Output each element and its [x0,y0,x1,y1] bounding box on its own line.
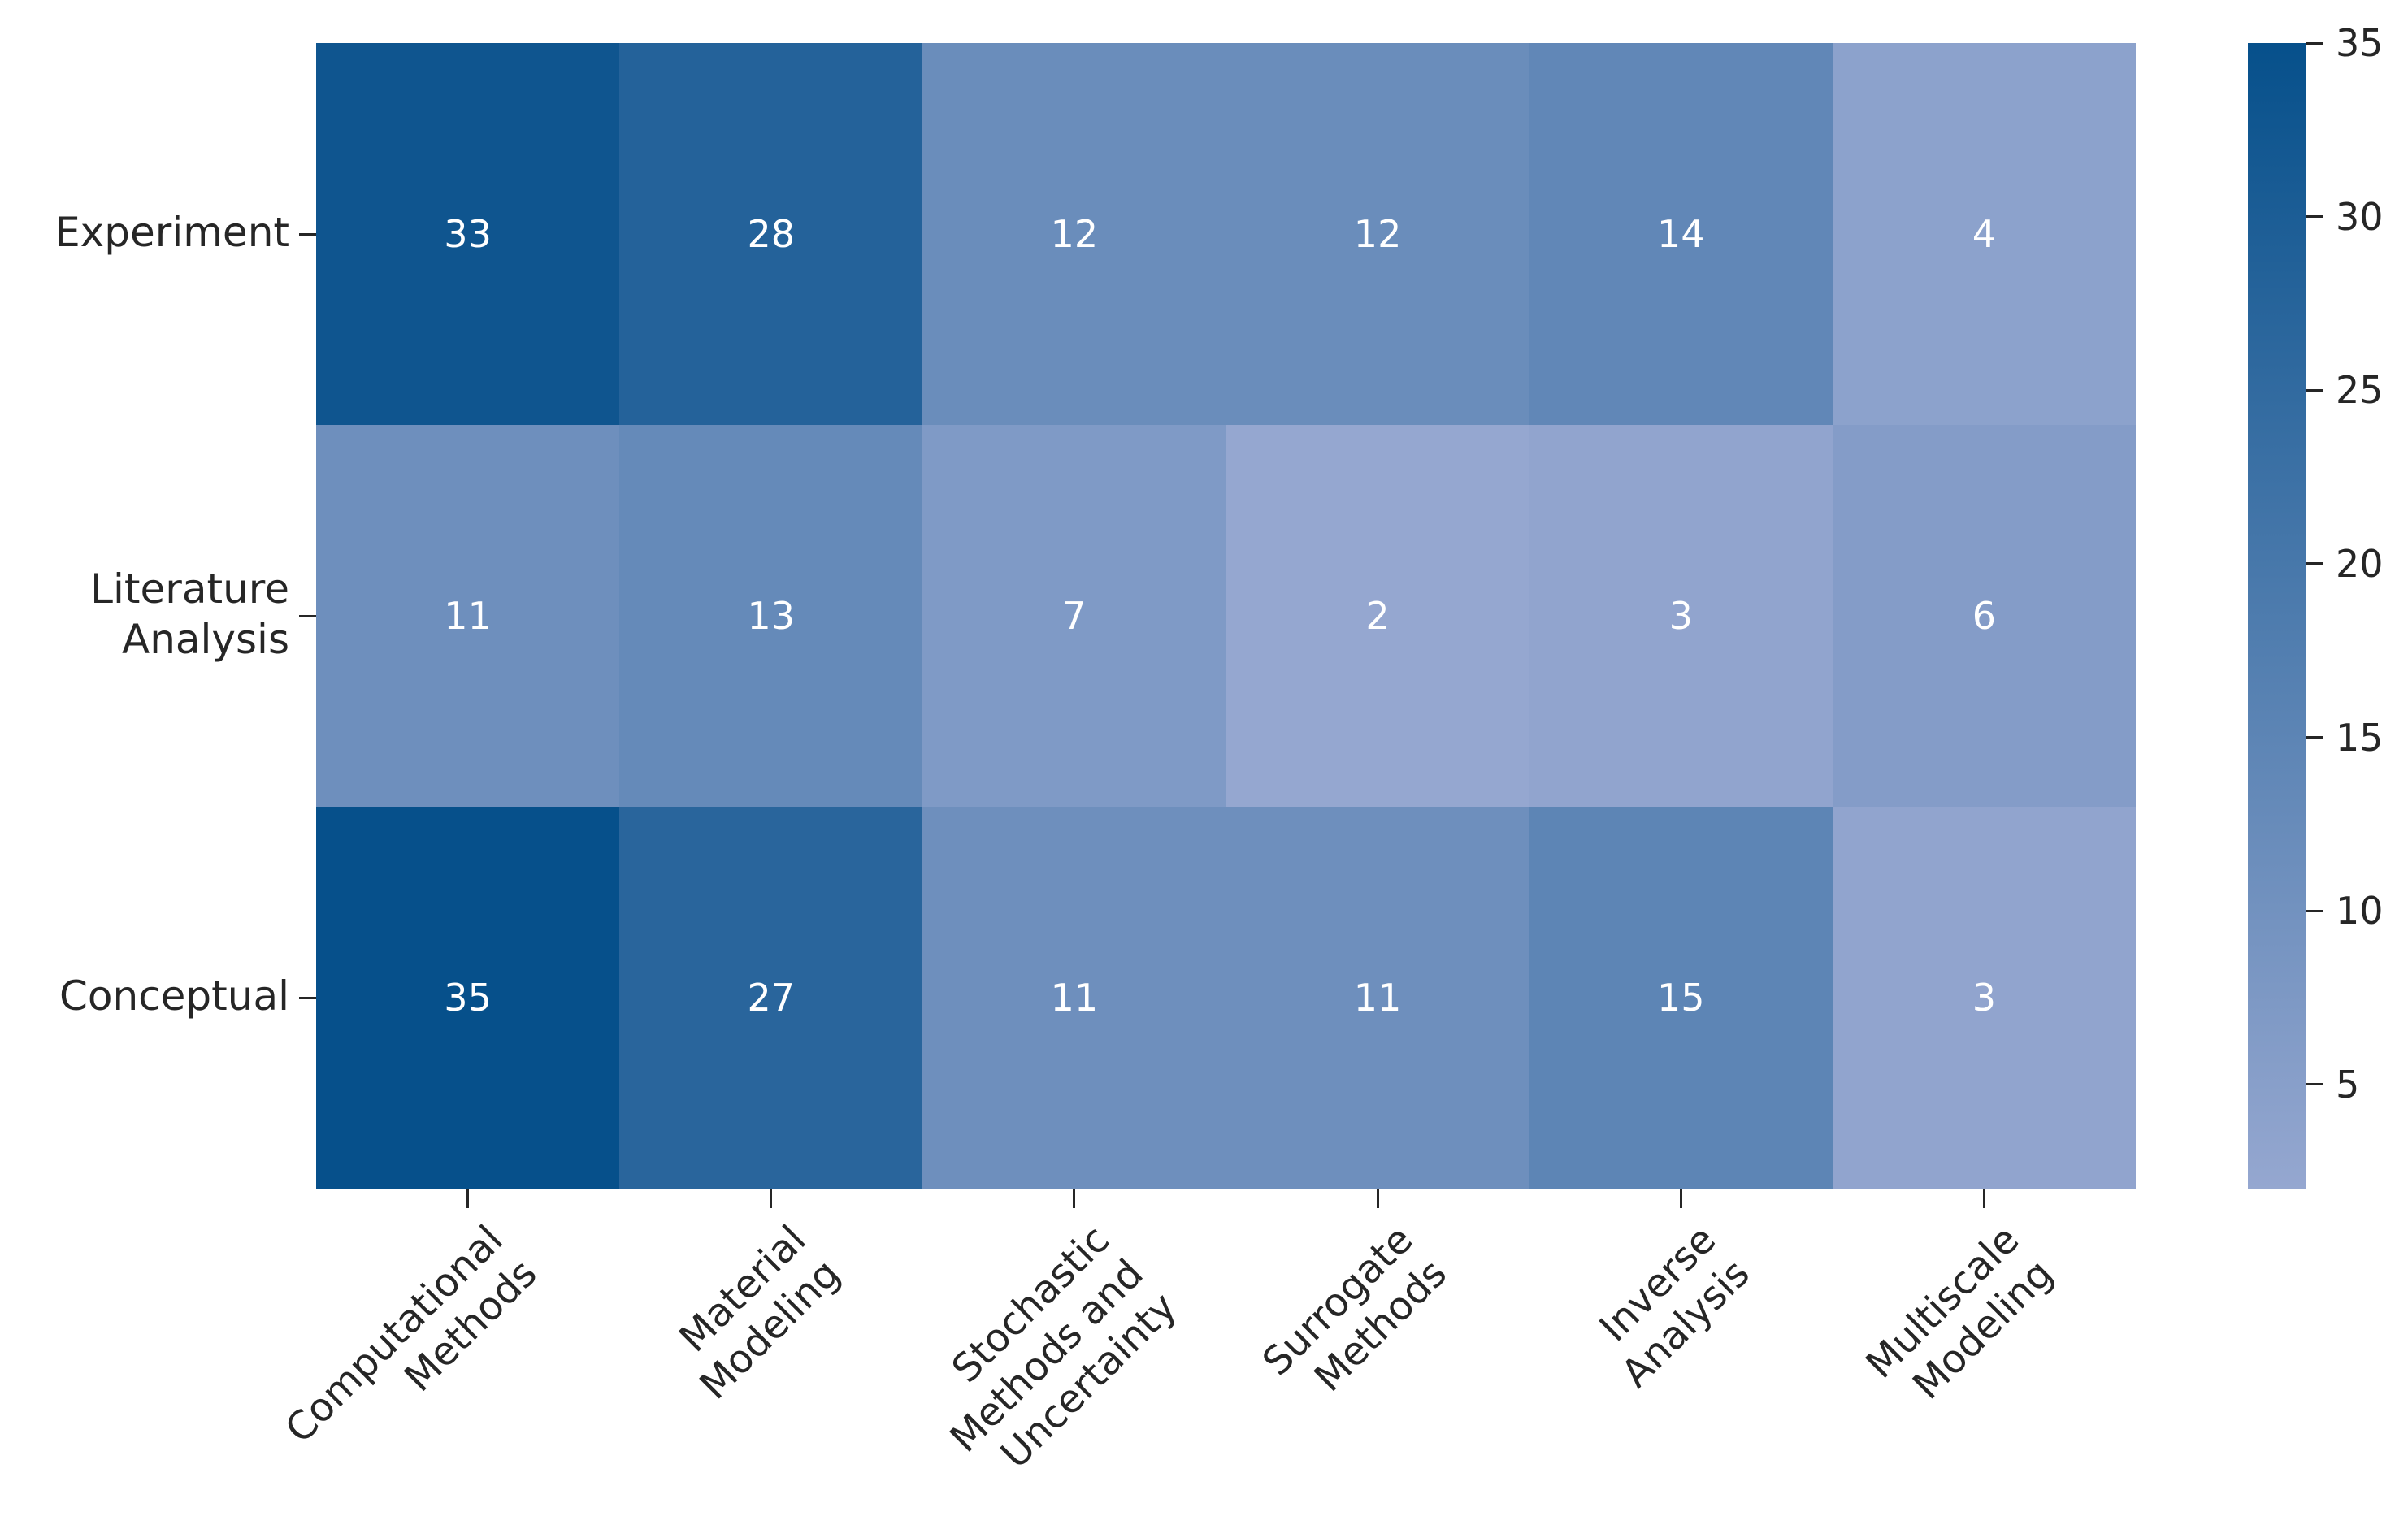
heatmap-cell: 13 [619,425,923,807]
cell-value: 14 [1656,212,1705,256]
heatmap-cell: 14 [1529,43,1833,425]
heatmap-cell: 11 [316,425,620,807]
heatmap-cell: 2 [1226,425,1529,807]
cell-value: 3 [1668,594,1693,638]
colorbar-tick-label: 20 [2336,541,2384,586]
cell-value: 11 [1353,976,1402,1020]
heatmap-cell: 11 [922,807,1226,1189]
row-label: Experiment [54,208,289,256]
tick-mark [2306,41,2323,45]
row-label: Literature Analysis [90,565,289,664]
colorbar-tick-label: 30 [2336,194,2384,239]
tick-mark [2306,909,2323,912]
heatmap-cell: 35 [316,807,620,1189]
tick-mark [2306,736,2323,739]
heatmap-cell: 15 [1529,807,1833,1189]
heatmap-cell: 27 [619,807,923,1189]
heatmap-cell: 12 [922,43,1226,425]
cell-value: 33 [444,212,492,256]
cell-value: 27 [747,976,796,1020]
colorbar-tick-label: 25 [2336,368,2384,413]
cell-value: 15 [1656,976,1705,1020]
column-label: Computational Methods [276,1216,546,1453]
heatmap: 33 28 12 12 14 4 11 13 7 2 3 6 35 27 11 11 15 3 [316,43,2136,1189]
tick-mark [299,614,316,617]
cell-value: 2 [1365,594,1390,638]
tick-mark [2306,388,2323,392]
column-label: Multiscale Modeling [1857,1216,2063,1409]
tick-mark [2306,1083,2323,1086]
tick-mark [299,232,316,236]
colorbar-tick-label: 5 [2336,1062,2360,1107]
heatmap-cell: 11 [1226,807,1529,1189]
cell-value: 7 [1062,594,1087,638]
colorbar-tick-label: 35 [2336,21,2384,65]
heatmap-cell: 4 [1832,43,2136,425]
tick-mark [1679,1189,1682,1208]
heatmap-cell: 12 [1226,43,1529,425]
heatmap-cell: 6 [1832,425,2136,807]
tick-mark [466,1189,470,1208]
heatmap-cell: 28 [619,43,923,425]
heatmap-cell: 33 [316,43,620,425]
colorbar-tick-label: 10 [2336,889,2384,933]
heatmap-cell: 7 [922,425,1226,807]
colorbar-tick-label: 15 [2336,715,2384,760]
cell-value: 13 [747,594,796,638]
cell-value: 12 [1050,212,1099,256]
column-label: Stochastic Methods and Uncertainty [941,1216,1187,1478]
colorbar [2248,43,2306,1189]
cell-value: 4 [1972,212,1997,256]
row-label: Conceptual [59,972,289,1020]
tick-mark [1982,1189,1985,1208]
column-label: Surrogate Methods [1253,1216,1456,1401]
tick-mark [1073,1189,1076,1208]
cell-value: 11 [444,594,492,638]
cell-value: 35 [444,976,492,1020]
tick-mark [770,1189,773,1208]
column-label: Material Modeling [670,1216,849,1409]
cell-value: 3 [1972,976,1997,1020]
tick-mark [1376,1189,1379,1208]
cell-value: 12 [1353,212,1402,256]
column-label: Inverse Analysis [1590,1216,1759,1397]
tick-mark [2306,215,2323,219]
cell-value: 11 [1050,976,1099,1020]
cell-value: 6 [1972,594,1997,638]
heatmap-cell: 3 [1832,807,2136,1189]
heatmap-cell: 3 [1529,425,1833,807]
tick-mark [299,996,316,999]
cell-value: 28 [747,212,796,256]
tick-mark [2306,562,2323,565]
